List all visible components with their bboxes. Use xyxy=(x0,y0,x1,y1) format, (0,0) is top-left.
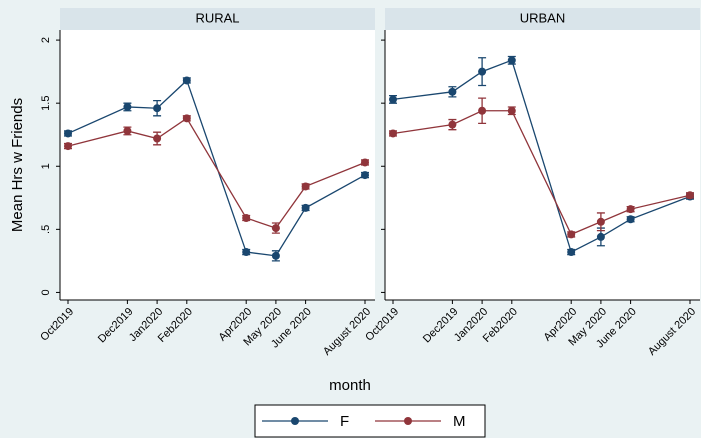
legend-marker xyxy=(291,417,299,425)
panel-title: URBAN xyxy=(520,10,566,25)
y-tick-label: 0 xyxy=(40,289,52,295)
marker xyxy=(153,104,162,113)
marker xyxy=(64,142,72,151)
marker xyxy=(182,114,191,123)
marker xyxy=(478,106,487,115)
legend-label: M xyxy=(453,413,466,430)
marker xyxy=(64,129,72,138)
plot-area xyxy=(385,30,700,300)
x-tick-label: Oct2019 xyxy=(38,306,76,344)
marker xyxy=(389,129,397,138)
marker xyxy=(478,67,487,76)
marker xyxy=(448,87,457,96)
marker xyxy=(507,106,516,115)
marker xyxy=(507,56,516,65)
y-axis-label: Mean Hrs w Friends xyxy=(9,98,26,232)
marker xyxy=(389,95,397,104)
panel-header xyxy=(385,8,700,30)
marker xyxy=(596,217,605,226)
marker xyxy=(271,251,280,260)
series-line xyxy=(67,117,366,229)
marker xyxy=(123,102,132,111)
marker xyxy=(567,248,576,257)
marker xyxy=(301,182,310,191)
plot-area xyxy=(60,30,375,300)
series-line xyxy=(392,59,691,253)
series-line xyxy=(67,79,366,257)
legend-label: F xyxy=(340,413,349,430)
marker xyxy=(271,224,280,233)
marker xyxy=(242,248,251,257)
marker xyxy=(301,203,310,212)
marker xyxy=(448,120,457,129)
panel-header xyxy=(60,8,375,30)
y-tick-label: .5 xyxy=(40,225,52,234)
marker xyxy=(596,232,605,241)
marker xyxy=(123,126,132,135)
legend-marker xyxy=(404,417,412,425)
y-tick-label: 1 xyxy=(40,163,52,169)
marker xyxy=(567,230,576,239)
marker xyxy=(626,205,635,214)
marker xyxy=(361,171,369,180)
x-tick-label: August 2020 xyxy=(646,306,698,358)
marker xyxy=(242,213,251,222)
x-axis-label: month xyxy=(329,377,371,394)
y-tick-label: 2 xyxy=(40,37,52,43)
marker xyxy=(626,215,635,224)
panel-title: RURAL xyxy=(195,10,239,25)
y-tick-label: 1.5 xyxy=(40,96,52,111)
marker xyxy=(686,191,694,200)
marker xyxy=(182,76,191,85)
marker xyxy=(361,158,369,167)
series-line xyxy=(392,110,691,236)
marker xyxy=(153,134,162,143)
